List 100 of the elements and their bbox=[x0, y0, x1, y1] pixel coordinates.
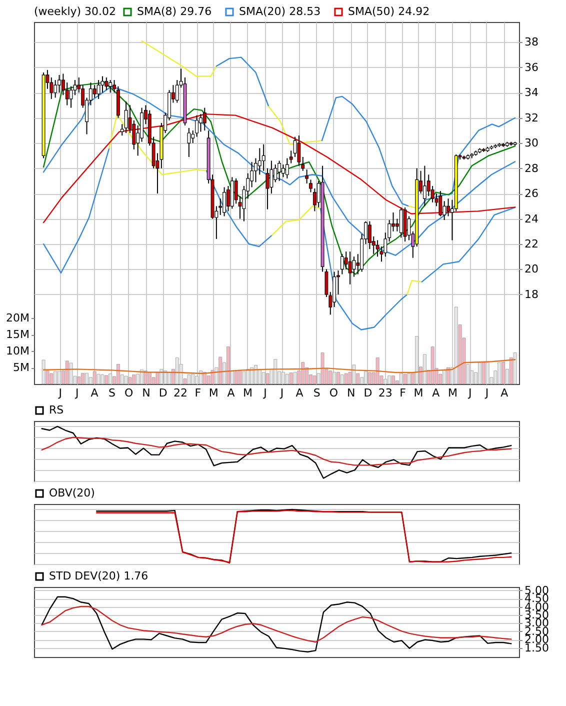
bar bbox=[376, 357, 380, 384]
x-tick-label: J bbox=[467, 386, 472, 400]
candlestick bbox=[399, 206, 403, 238]
x-tick-label: J bbox=[58, 386, 62, 400]
candlestick bbox=[262, 144, 266, 172]
y-tick-label: 36 bbox=[524, 60, 538, 74]
legend-label: SMA(50) 24.92 bbox=[348, 4, 430, 18]
bar bbox=[81, 372, 85, 384]
x-tick-label: D bbox=[158, 386, 168, 400]
bar bbox=[320, 352, 324, 384]
line-series bbox=[206, 170, 273, 248]
y-tick-label: 38 bbox=[524, 36, 538, 49]
bar bbox=[399, 373, 403, 384]
bar bbox=[210, 370, 214, 384]
bar bbox=[352, 364, 356, 384]
bar bbox=[344, 373, 348, 384]
candlestick bbox=[368, 220, 372, 250]
bar bbox=[254, 365, 258, 384]
candlestick bbox=[348, 251, 352, 285]
x-tick-label: N bbox=[142, 386, 150, 400]
bar bbox=[199, 370, 202, 384]
x-tick-label: A bbox=[500, 386, 509, 400]
line-series bbox=[41, 596, 512, 652]
line-series bbox=[141, 40, 218, 77]
y2-tick-label: 15M bbox=[6, 328, 30, 342]
line-series bbox=[421, 206, 516, 282]
legend-label: SMA(8) 29.76 bbox=[137, 4, 212, 18]
candlestick bbox=[278, 160, 282, 182]
candlestick bbox=[422, 165, 426, 207]
candlestick bbox=[104, 77, 108, 91]
candlestick bbox=[96, 80, 100, 100]
bar bbox=[124, 376, 128, 384]
candlestick bbox=[376, 240, 380, 258]
x-tick-label: N bbox=[346, 386, 356, 400]
bar bbox=[301, 362, 305, 384]
y-tick-label: 32 bbox=[524, 111, 538, 124]
candlestick bbox=[297, 135, 301, 166]
bar bbox=[96, 374, 100, 384]
x-tick-label: D bbox=[364, 386, 372, 400]
bar bbox=[407, 373, 411, 384]
legend-label: SMA(20) 28.53 bbox=[239, 4, 321, 18]
candlestick bbox=[202, 107, 206, 131]
bar bbox=[478, 362, 482, 384]
line-series bbox=[108, 113, 208, 176]
bar bbox=[364, 371, 368, 384]
candlestick bbox=[222, 186, 226, 217]
y-tick-label: 24 bbox=[524, 212, 538, 226]
candlestick bbox=[124, 100, 128, 134]
bar bbox=[442, 370, 446, 384]
bar bbox=[132, 374, 136, 384]
bar bbox=[282, 372, 285, 384]
legend-label: STD DEV(20) 1.76 bbox=[49, 570, 148, 582]
x-tick-label: A bbox=[90, 386, 99, 400]
y2-tick-label: 20M bbox=[6, 312, 30, 325]
bar bbox=[58, 371, 61, 384]
legend-label: RS bbox=[49, 404, 64, 416]
x-tick-label: J bbox=[484, 386, 489, 400]
bar bbox=[340, 374, 344, 384]
bar bbox=[148, 372, 152, 384]
bar bbox=[242, 371, 246, 384]
bar bbox=[136, 374, 140, 384]
line-series bbox=[41, 606, 512, 643]
candlestick bbox=[54, 80, 58, 98]
bar bbox=[289, 372, 293, 384]
bar bbox=[415, 336, 419, 384]
x-tick-label: S bbox=[108, 386, 116, 400]
line-series bbox=[42, 113, 516, 224]
bar bbox=[42, 360, 46, 384]
x-tick-label: J bbox=[279, 386, 284, 400]
bar bbox=[128, 377, 132, 384]
y-tick-label: 28 bbox=[524, 162, 538, 175]
bar bbox=[336, 372, 340, 384]
x-tick-label: M bbox=[448, 386, 458, 400]
bar bbox=[175, 357, 179, 384]
x-tick-label: O bbox=[124, 386, 134, 400]
x-tick-label: S bbox=[313, 386, 320, 400]
x-tick-label: F bbox=[194, 386, 202, 400]
candlestick bbox=[258, 148, 262, 176]
bar bbox=[100, 374, 104, 384]
x-tick-label: J bbox=[262, 386, 267, 400]
y-tick-label: 22 bbox=[524, 237, 538, 250]
bar bbox=[191, 374, 195, 384]
x-tick-label: 22 bbox=[173, 386, 188, 400]
bar bbox=[156, 372, 160, 384]
line-series bbox=[216, 56, 270, 108]
series-label: OBV(20) bbox=[49, 486, 95, 500]
candlestick bbox=[438, 190, 442, 217]
y2-tick-label: 10M bbox=[6, 344, 30, 358]
bar bbox=[266, 373, 270, 384]
line-series bbox=[42, 148, 110, 274]
x-tick-label: M bbox=[208, 386, 218, 400]
y-tick-label: 26 bbox=[524, 187, 538, 200]
bar bbox=[65, 360, 69, 384]
bar bbox=[54, 371, 58, 384]
bar bbox=[234, 371, 238, 384]
bar bbox=[403, 374, 407, 384]
bar bbox=[262, 372, 266, 384]
candlestick bbox=[340, 254, 344, 275]
line-series bbox=[321, 96, 410, 207]
y-tick-label: 18 bbox=[524, 288, 538, 301]
